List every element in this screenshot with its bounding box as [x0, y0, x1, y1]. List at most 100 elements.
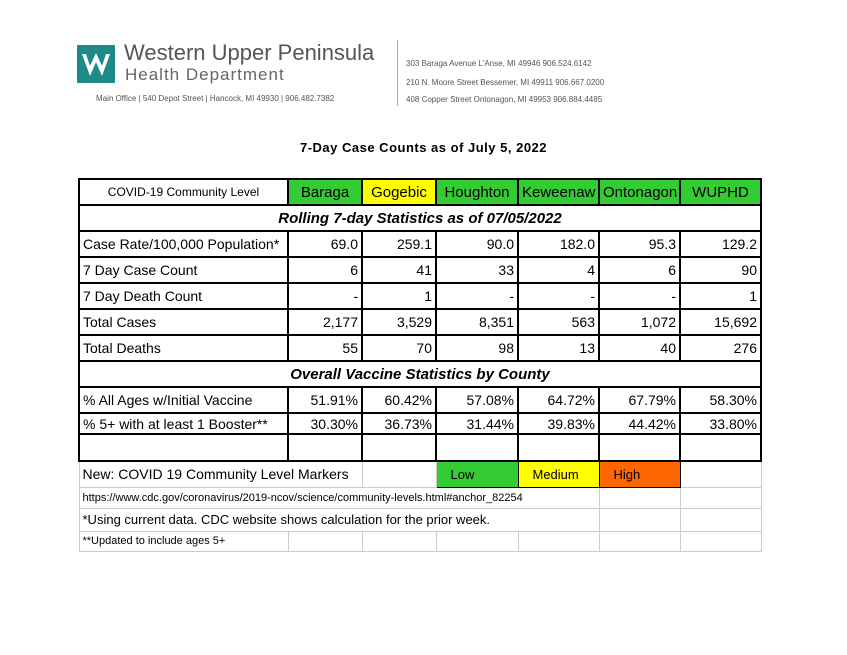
level-marker: High — [598, 460, 681, 488]
value: 57.08% — [435, 386, 519, 414]
county-header: WUPHD — [679, 178, 762, 206]
value: 6 — [287, 256, 363, 284]
table-row: https://www.cdc.gov/coronavirus/2019-nco… — [78, 486, 762, 509]
stats-table: COVID-19 Community Level Baraga Gogebic Hou… — [78, 178, 762, 552]
value: 69.0 — [287, 230, 363, 258]
value: 70 — [361, 334, 437, 362]
table-row: % All Ages w/Initial Vaccine 51.91% 60.42%… — [78, 386, 762, 414]
empty-cell — [679, 460, 762, 488]
row-label: % All Ages w/Initial Vaccine — [78, 386, 289, 414]
empty-cell — [287, 530, 363, 552]
row-label: Total Deaths — [78, 334, 289, 362]
table-row: % 5+ with at least 1 Booster** 30.30% 36.7… — [78, 412, 762, 435]
value: - — [435, 282, 519, 310]
value: 60.42% — [361, 386, 437, 414]
county-header: Houghton — [435, 178, 519, 206]
value: 129.2 — [679, 230, 762, 258]
value: 90 — [679, 256, 762, 284]
county-header: Baraga — [287, 178, 363, 206]
table-row: New: COVID 19 Community Level Markers Low… — [78, 460, 762, 488]
empty-cell — [361, 433, 437, 462]
org-subname: Health Department — [125, 65, 285, 84]
empty-cell — [679, 433, 762, 462]
level-header: COVID-19 Community Level — [78, 178, 289, 206]
value: 58.30% — [679, 386, 762, 414]
value: 44.42% — [598, 412, 681, 435]
note: https://www.cdc.gov/coronavirus/2019-nco… — [78, 486, 600, 509]
table-row: Case Rate/100,000 Population* 69.0 259.1 90… — [78, 230, 762, 258]
value: 2,177 — [287, 308, 363, 336]
logo — [77, 45, 115, 83]
value: - — [287, 282, 363, 310]
empty-cell — [361, 460, 437, 488]
table-row: Overall Vaccine Statistics by County — [78, 360, 762, 388]
office-address: 210 N. Moore Street Bessemer, MI 49911 9… — [406, 78, 605, 87]
value: 563 — [517, 308, 600, 336]
table-row: Total Deaths 55 70 98 13 40 276 — [78, 334, 762, 362]
value: 51.91% — [287, 386, 363, 414]
table-row: 7 Day Case Count 6 41 33 4 6 90 — [78, 256, 762, 284]
note: **Updated to include ages 5+ — [78, 530, 289, 552]
empty-cell — [598, 433, 681, 462]
value: 64.72% — [517, 386, 600, 414]
value: 3,529 — [361, 308, 437, 336]
main-office: Main Office | 540 Depot Street | Hancock… — [96, 94, 335, 103]
row-label: 7 Day Death Count — [78, 282, 289, 310]
value: 8,351 — [435, 308, 519, 336]
row-label: 7 Day Case Count — [78, 256, 289, 284]
empty-cell — [78, 433, 289, 462]
section-heading: Overall Vaccine Statistics by County — [78, 360, 762, 388]
table-row: Rolling 7-day Statistics as of 07/05/202… — [78, 204, 762, 232]
value: 182.0 — [517, 230, 600, 258]
value: 1 — [361, 282, 437, 310]
markers-label: New: COVID 19 Community Level Markers — [78, 460, 363, 488]
org-name: Western Upper Peninsula — [124, 40, 375, 65]
value: 31.44% — [435, 412, 519, 435]
section-heading: Rolling 7-day Statistics as of 07/05/202… — [78, 204, 762, 232]
empty-cell — [679, 530, 762, 552]
table-row: 7 Day Death Count -1- - -1 — [78, 282, 762, 310]
table-row: Total Cases 2,177 3,529 8,351 563 1,072 15,692 — [78, 308, 762, 336]
level-marker: Medium — [517, 460, 600, 488]
row-label: % 5+ with at least 1 Booster** — [78, 412, 289, 435]
value: 1,072 — [598, 308, 681, 336]
value: 41 — [361, 256, 437, 284]
empty-cell — [517, 530, 600, 552]
title: 7-Day Case Counts as of July 5, 2022 — [299, 140, 548, 155]
value: 33.80% — [679, 412, 762, 435]
note: *Using current data. CDC website shows c… — [78, 507, 600, 532]
value: - — [517, 282, 600, 310]
value: 67.79% — [598, 386, 681, 414]
empty-cell — [287, 433, 363, 462]
table-row: COVID-19 Community Level Baraga Gogebic Hou… — [78, 178, 762, 206]
value: 259.1 — [361, 230, 437, 258]
table-row — [78, 433, 762, 462]
value: 90.0 — [435, 230, 519, 258]
county-header: Ontonagon — [598, 178, 681, 206]
office-address: 408 Copper Street Ontonagon, MI 49953 90… — [406, 95, 603, 104]
value: 33 — [435, 256, 519, 284]
divider — [397, 40, 398, 106]
level-marker: Low — [435, 460, 519, 488]
value: 30.30% — [287, 412, 363, 435]
value: 98 — [435, 334, 519, 362]
value: 276 — [679, 334, 762, 362]
empty-cell — [517, 433, 600, 462]
empty-cell — [435, 530, 519, 552]
empty-cell — [598, 530, 681, 552]
value: 95.3 — [598, 230, 681, 258]
county-header: Gogebic — [361, 178, 437, 206]
value: 39.83% — [517, 412, 600, 435]
value: 55 — [287, 334, 363, 362]
table-row: *Using current data. CDC website shows c… — [78, 507, 762, 532]
value: - — [598, 282, 681, 310]
empty-cell — [679, 507, 762, 532]
empty-cell — [361, 530, 437, 552]
value: 40 — [598, 334, 681, 362]
empty-cell — [598, 486, 681, 509]
empty-cell — [679, 486, 762, 509]
value: 15,692 — [679, 308, 762, 336]
value: 1 — [679, 282, 762, 310]
empty-cell — [598, 507, 681, 532]
